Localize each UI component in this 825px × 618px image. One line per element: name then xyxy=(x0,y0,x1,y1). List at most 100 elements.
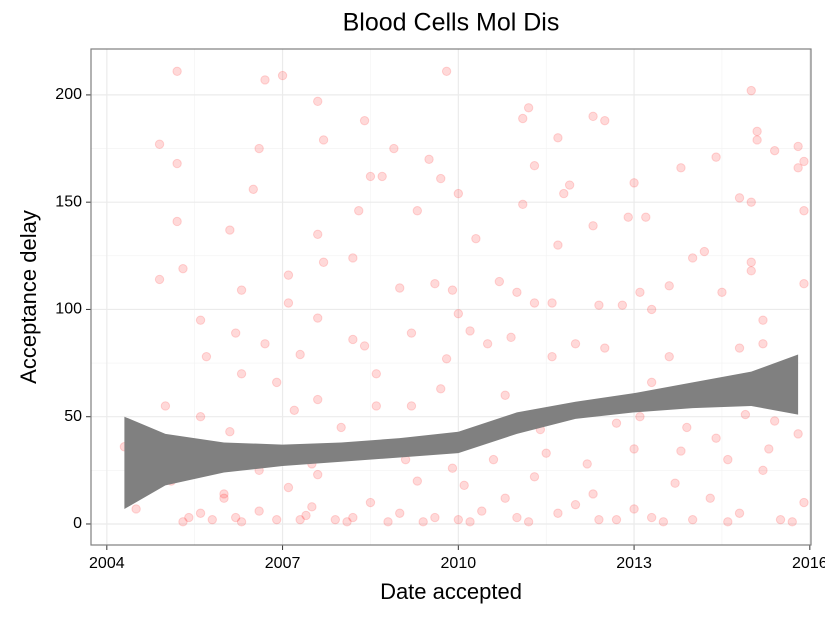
x-tick-label: 2007 xyxy=(265,555,301,572)
point xyxy=(594,514,604,525)
point xyxy=(629,444,639,454)
point xyxy=(670,478,680,488)
point xyxy=(793,141,803,152)
point xyxy=(318,257,329,267)
point xyxy=(201,351,212,362)
point xyxy=(746,197,756,207)
point xyxy=(236,517,247,527)
point xyxy=(178,517,188,527)
x-tick-label: 2016 xyxy=(792,555,825,572)
point xyxy=(195,412,206,422)
point xyxy=(723,517,733,527)
point xyxy=(705,493,715,503)
point xyxy=(512,512,522,523)
point xyxy=(687,514,698,525)
point xyxy=(406,328,417,338)
panel-border xyxy=(90,48,812,546)
point xyxy=(746,257,756,267)
point xyxy=(131,504,141,514)
point xyxy=(500,493,510,503)
x-tick-label: 2010 xyxy=(441,555,477,572)
point xyxy=(465,517,475,527)
point xyxy=(600,343,610,353)
point xyxy=(734,193,745,203)
point xyxy=(629,504,639,514)
point xyxy=(225,225,235,235)
point xyxy=(769,145,780,156)
point xyxy=(260,339,270,349)
point xyxy=(453,309,464,319)
point xyxy=(553,240,563,250)
point xyxy=(594,300,604,310)
point xyxy=(687,253,698,263)
point xyxy=(512,287,522,297)
point xyxy=(623,212,633,222)
point xyxy=(248,184,258,195)
point xyxy=(441,354,452,364)
point xyxy=(758,315,768,325)
point xyxy=(154,139,165,149)
point xyxy=(676,163,686,173)
point xyxy=(664,351,674,362)
point xyxy=(547,351,557,362)
y-tick-label: 100 xyxy=(55,301,82,318)
point xyxy=(529,472,540,482)
point xyxy=(799,156,809,167)
point xyxy=(570,339,581,349)
point xyxy=(172,216,182,227)
point xyxy=(272,514,282,525)
point xyxy=(436,173,446,184)
point xyxy=(793,163,803,173)
point xyxy=(447,463,458,473)
point xyxy=(764,444,774,454)
point xyxy=(371,369,382,379)
point xyxy=(283,482,294,493)
point xyxy=(160,401,171,411)
point xyxy=(611,418,622,428)
point xyxy=(313,313,323,323)
point xyxy=(723,454,733,465)
point xyxy=(283,270,294,280)
point xyxy=(195,508,206,518)
point xyxy=(541,448,551,458)
point xyxy=(699,246,710,257)
point xyxy=(395,508,405,518)
point xyxy=(412,476,423,486)
point xyxy=(453,188,464,199)
point xyxy=(225,427,235,437)
point xyxy=(635,412,645,422)
point xyxy=(500,390,510,400)
point xyxy=(523,517,534,527)
point xyxy=(646,304,657,315)
y-tick-label: 200 xyxy=(55,86,82,103)
chart-title: Blood Cells Mol Dis xyxy=(343,9,560,37)
point xyxy=(365,171,376,182)
point xyxy=(646,512,657,523)
point xyxy=(629,178,639,188)
point xyxy=(553,133,563,143)
point xyxy=(231,328,241,338)
x-axis-label: Date accepted xyxy=(380,579,522,604)
point xyxy=(359,341,370,351)
point xyxy=(635,287,645,297)
x-tick-label: 2013 xyxy=(616,555,652,572)
point xyxy=(313,394,323,405)
point xyxy=(184,512,194,523)
point xyxy=(447,285,458,295)
point xyxy=(254,143,264,154)
point xyxy=(295,349,305,360)
point xyxy=(553,508,563,518)
point xyxy=(559,188,569,199)
point xyxy=(313,469,323,480)
point xyxy=(752,135,762,145)
point xyxy=(207,514,217,525)
point xyxy=(775,514,786,525)
point xyxy=(529,161,540,171)
point xyxy=(769,416,780,426)
point xyxy=(758,339,768,349)
point xyxy=(430,278,440,289)
point xyxy=(406,401,417,411)
point xyxy=(676,446,686,456)
point xyxy=(477,506,487,516)
point xyxy=(342,517,352,527)
